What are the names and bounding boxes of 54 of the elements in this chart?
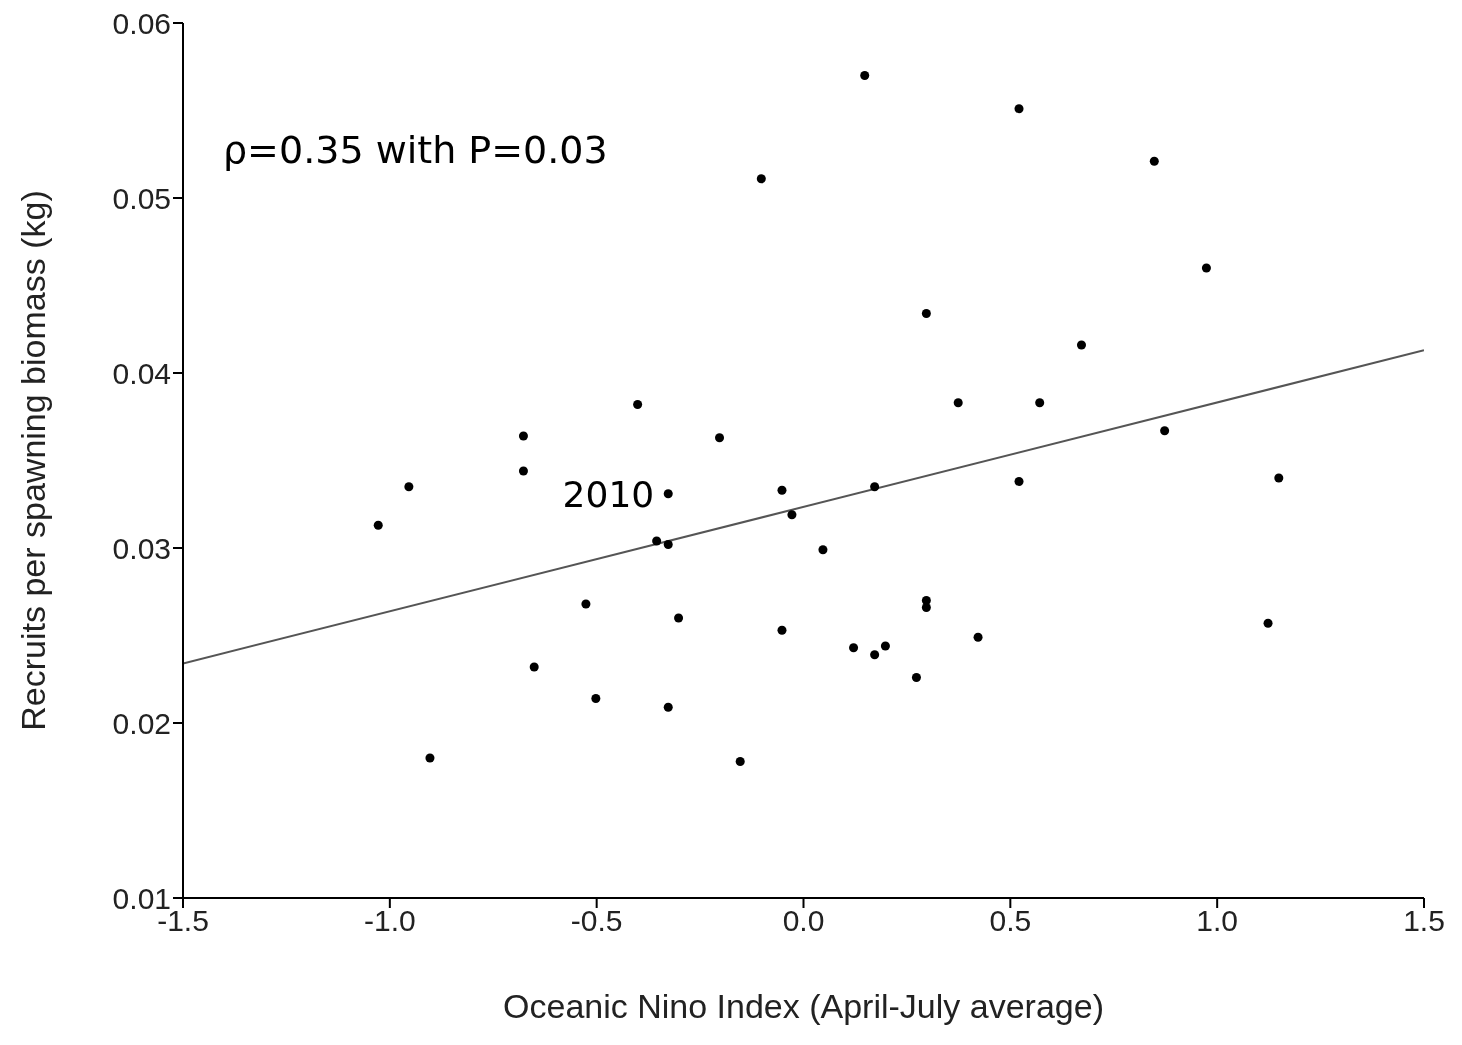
point (735, 756, 745, 767)
point (870, 650, 880, 660)
point (633, 399, 643, 410)
x-tick-label: 1.0 (1196, 904, 1239, 938)
annotation: ρ=0.35 with P=0.03 (223, 128, 608, 172)
point (518, 466, 528, 476)
x-tick-label: 1.5 (1403, 904, 1445, 938)
point (1201, 263, 1211, 273)
point (818, 545, 828, 555)
point (663, 702, 673, 712)
point (518, 431, 528, 441)
y-tick-label: 0.03 (112, 531, 171, 565)
point (591, 693, 601, 704)
point (777, 625, 787, 635)
point (911, 672, 921, 683)
point (870, 482, 880, 492)
point (860, 70, 870, 81)
point (674, 613, 684, 623)
point (1014, 476, 1024, 487)
x-tick-label: -1.0 (363, 904, 416, 938)
y-axis-title: Recruits per spawning biomass (kg) (14, 190, 53, 731)
point (849, 643, 859, 653)
y-tick-label: 0.04 (112, 356, 171, 390)
x-axis-title: Oceanic Nino Index (April-July average) (503, 987, 1104, 1025)
y-tick-label: 0.06 (112, 6, 171, 40)
point (425, 753, 435, 763)
point (373, 520, 383, 530)
point (756, 174, 766, 184)
point (973, 632, 983, 642)
y-tick-label: 0.05 (112, 181, 171, 215)
point (529, 662, 539, 672)
point (1149, 156, 1159, 166)
x-tick-label: 0.5 (989, 904, 1032, 938)
point (1160, 426, 1170, 436)
point (787, 510, 797, 520)
point (663, 489, 673, 499)
point (715, 433, 725, 443)
x-tick-label: -0.5 (570, 904, 623, 938)
point (1263, 618, 1273, 628)
point (953, 398, 963, 408)
annotation: 2010 (562, 473, 655, 515)
point (652, 536, 662, 546)
point (777, 485, 787, 495)
x-tick-label: 0.0 (782, 904, 825, 938)
y-tick-label: 0.02 (112, 706, 171, 740)
point (1035, 398, 1045, 408)
point (1014, 104, 1024, 114)
point (663, 539, 673, 550)
point (921, 308, 931, 319)
point (1076, 340, 1086, 350)
point (1274, 473, 1284, 483)
point (404, 482, 414, 492)
point (880, 641, 890, 651)
point (581, 599, 591, 609)
